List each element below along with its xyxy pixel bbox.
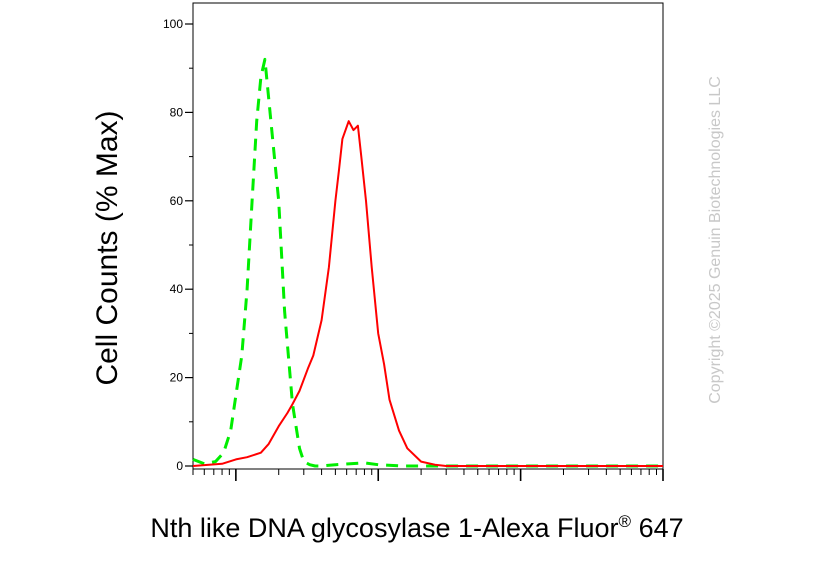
plot-frame: [192, 2, 664, 470]
x-axis-title-main: Nth like DNA glycosylase 1-Alexa Fluor: [150, 513, 619, 543]
series-line-1: [192, 57, 663, 468]
y-tick-label: 100: [163, 17, 183, 31]
y-tick-label: 0: [176, 459, 183, 473]
y-tick-label: 20: [170, 371, 184, 385]
series-layer: [192, 57, 663, 468]
y-tick-label: 40: [170, 282, 184, 296]
x-axis-title: Nth like DNA glycosylase 1-Alexa Fluor® …: [0, 512, 834, 544]
y-axis: 0 20 40 60 80 100: [163, 17, 193, 473]
copyright-watermark: Copyright ©2025 Genuin Biotechnologies L…: [707, 76, 724, 404]
y-tick-label: 80: [170, 105, 184, 119]
registered-mark: ®: [618, 512, 632, 531]
y-axis-title: Cell Counts (% Max): [91, 110, 124, 386]
series-line-2: [192, 120, 663, 467]
y-tick-label: 60: [170, 194, 184, 208]
x-axis-title-suffix: 647: [631, 513, 684, 543]
x-axis: [192, 469, 664, 481]
